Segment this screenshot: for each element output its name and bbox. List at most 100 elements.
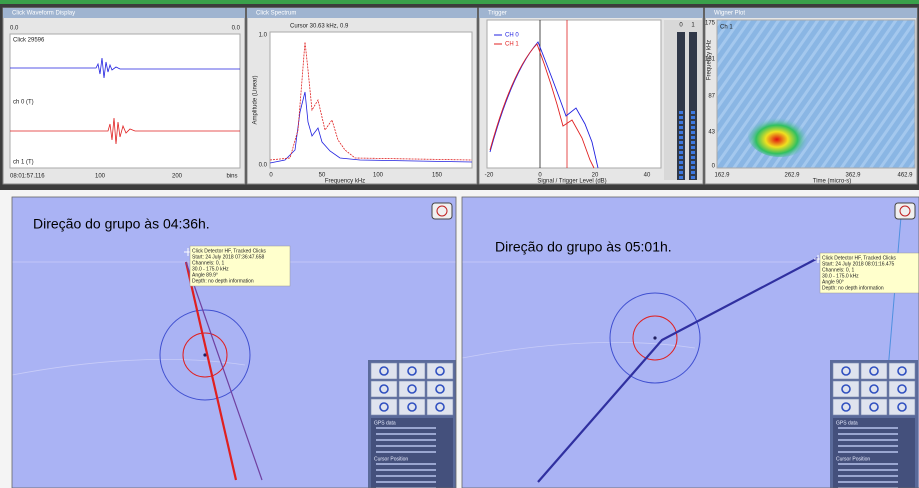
button-icon <box>407 402 417 412</box>
map-button[interactable] <box>426 398 454 416</box>
spectrum-ch1 <box>269 41 473 161</box>
x-tick-label: 40 <box>644 173 651 179</box>
tooltip-line: Angle 89.9° <box>192 272 218 278</box>
meter-bar <box>691 126 695 129</box>
tooltip-line: Start: 24 July 2018 08:01:16.475 <box>822 261 894 267</box>
window-title: Click Waveform Display <box>12 11 75 17</box>
meter-bar <box>679 126 683 129</box>
map-button[interactable] <box>370 398 398 416</box>
plot-area <box>716 19 916 169</box>
maps: Click Detector HF, Tracked ClicksStart: … <box>11 196 919 488</box>
coast-line <box>462 341 696 359</box>
compass-dial <box>899 205 911 217</box>
window-title: Trigger <box>488 11 507 17</box>
energy-blob <box>748 113 812 157</box>
map-button[interactable] <box>860 380 888 398</box>
meter-bar <box>679 121 683 124</box>
button-icon <box>379 402 389 412</box>
map-button[interactable] <box>398 380 426 398</box>
map-button[interactable] <box>398 398 426 416</box>
map-button[interactable] <box>832 380 860 398</box>
map-button[interactable] <box>832 398 860 416</box>
wigner-window: Wigner Plot Ch 1 175 131 87 43 0 Frequen… <box>704 7 918 185</box>
map-button[interactable] <box>426 380 454 398</box>
compass[interactable] <box>894 202 916 220</box>
meter-bar <box>679 176 683 179</box>
x-axis-label: Time (micro-s) <box>813 179 851 185</box>
compass-dial <box>436 205 448 217</box>
button-icon <box>407 366 417 376</box>
panel-row <box>838 439 898 441</box>
y-axis-label: Frequency kHz <box>707 40 713 80</box>
tooltip-line: Depth: no depth information <box>822 285 884 291</box>
title-bar[interactable] <box>479 8 703 18</box>
map-content: Click Detector HF, Tracked ClicksStart: … <box>462 197 919 488</box>
panel-heading: Cursor Position <box>836 456 870 462</box>
y-tick-label: 0 <box>712 164 716 170</box>
map-button[interactable] <box>370 362 398 380</box>
map-caption: Direção do grupo às 04:36h. <box>33 216 210 232</box>
trigger-ch0 <box>489 41 599 169</box>
y-tick-label: 43 <box>708 130 715 136</box>
meter-bar <box>679 171 683 174</box>
click-label: Click 29596 <box>13 38 45 44</box>
title-bar[interactable] <box>3 8 245 18</box>
label: 0.0 <box>232 26 241 32</box>
meter-bar <box>679 161 683 164</box>
range-circle <box>609 292 701 384</box>
meter-bars <box>679 111 695 179</box>
meter-label: 0 <box>679 23 683 29</box>
meter-bar <box>679 156 683 159</box>
title-bar[interactable] <box>247 8 477 18</box>
meter-bar <box>691 111 695 114</box>
map-button[interactable] <box>888 398 916 416</box>
meter-bar <box>679 116 683 119</box>
panel-border <box>461 196 919 488</box>
button-icon <box>435 384 445 394</box>
button-icon <box>841 366 851 376</box>
trigger-ch1 <box>489 43 595 169</box>
panel-heading: GPS data <box>374 420 396 426</box>
x-tick-label: 100 <box>95 174 106 180</box>
spectrum-window: Click Spectrum Cursor 30.63 kHz, 0.9 1.0… <box>246 7 478 185</box>
panel-row <box>376 481 436 483</box>
x-unit: bins <box>226 174 237 180</box>
panel-row <box>838 475 898 477</box>
meter-label: 1 <box>691 23 695 29</box>
panel-row <box>376 445 436 447</box>
meter-bar <box>691 121 695 124</box>
y-tick-label: 1.0 <box>259 33 268 39</box>
tooltip-line: 30.0 - 175.0 kHz <box>192 266 229 272</box>
map-button[interactable] <box>860 398 888 416</box>
title-bar[interactable] <box>705 8 917 18</box>
map-button[interactable] <box>426 362 454 380</box>
map-button[interactable] <box>398 362 426 380</box>
map-button[interactable] <box>888 362 916 380</box>
button-icon <box>869 402 879 412</box>
tooltip-line: Depth: no depth information <box>192 278 254 284</box>
y-tick-label: 87 <box>708 94 715 100</box>
cursor-label: Cursor 30.63 kHz, 0.9 <box>290 24 349 30</box>
panel-row <box>838 451 898 453</box>
meter <box>677 32 685 180</box>
map-button[interactable] <box>832 362 860 380</box>
map-button[interactable] <box>370 380 398 398</box>
tooltip-line: Channels: 0, 1 <box>192 260 224 266</box>
panel-row <box>376 463 436 465</box>
trigger-window: Trigger CH 0 CH 1 -20 0 20 40 Signal / T… <box>478 7 704 185</box>
tooltip <box>819 252 919 294</box>
meter-bar <box>679 141 683 144</box>
panel-row <box>376 451 436 453</box>
meter-bar <box>679 151 683 154</box>
compass[interactable] <box>431 202 453 220</box>
meter-bar <box>679 131 683 134</box>
button-icon <box>407 384 417 394</box>
map-button[interactable] <box>888 380 916 398</box>
channel-label: ch 1 (T) <box>13 160 34 166</box>
map-button[interactable] <box>860 362 888 380</box>
x-tick-label: 100 <box>373 173 384 179</box>
meter-bar <box>679 146 683 149</box>
meter-bar <box>691 166 695 169</box>
